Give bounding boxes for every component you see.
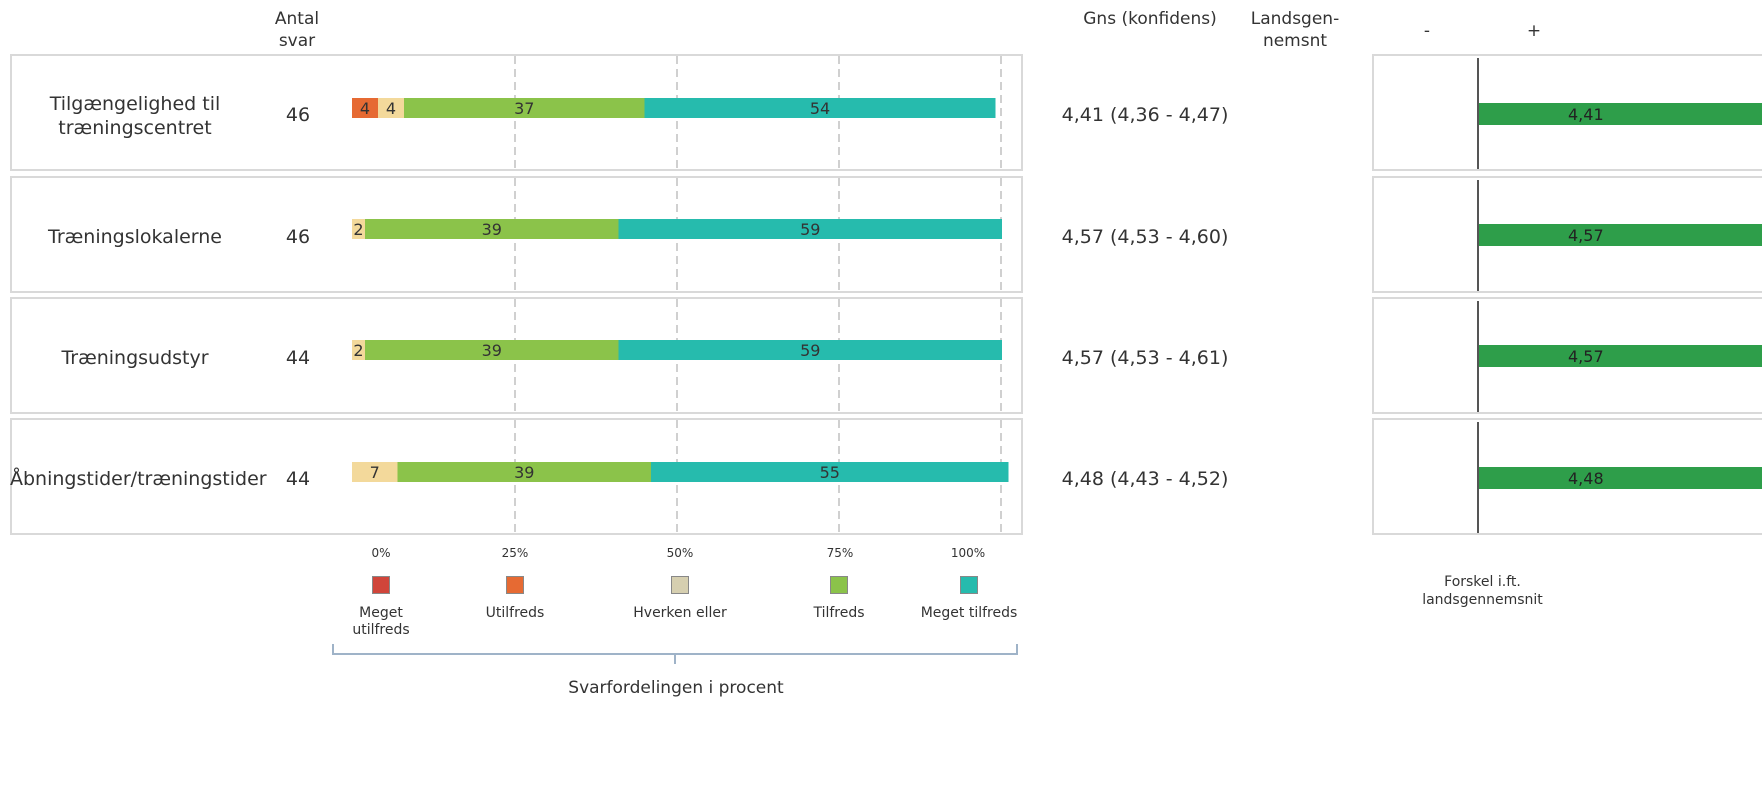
legend-label: Utilfreds — [485, 605, 545, 621]
bar-value-label: 59 — [800, 220, 820, 239]
legend-swatch-hverken-eller — [671, 576, 689, 594]
row-label-line: Tilgængelighed til — [49, 93, 221, 115]
bar-value-label: 54 — [810, 99, 830, 118]
row-label-line: Åbningstider/træningstider — [10, 468, 267, 490]
row-label: Træningsudstyr — [10, 346, 260, 370]
legend-swatch-utilfreds — [506, 576, 524, 594]
bar-value-label: 2 — [353, 341, 363, 360]
bar-value-label: 39 — [482, 341, 502, 360]
row-label: Åbningstider/træningstider — [10, 467, 267, 491]
row-label: Træningslokalerne — [10, 225, 260, 249]
legend-label-line: Meget — [359, 605, 403, 621]
row-mean-ci: 4,41 (4,36 - 4,47) — [1061, 104, 1229, 126]
diff-bar — [1479, 103, 1762, 125]
diff-bar-label: 4,57 — [1568, 347, 1604, 366]
x-tick-label: 0% — [371, 546, 391, 560]
legend-label: Hverken eller — [633, 605, 727, 621]
bar-segment — [352, 340, 365, 360]
legend-label: Tilfreds — [813, 605, 865, 621]
legend-label: Meget utilfreds — [326, 605, 436, 639]
bar-value-label: 4 — [360, 99, 370, 118]
bar-segment — [365, 340, 619, 360]
legend-swatch-meget-tilfreds — [960, 576, 978, 594]
diff-caption-line: Forskel i.ft. — [1444, 574, 1521, 590]
bar-value-label: 55 — [820, 463, 840, 482]
diff-caption: Forskel i.ft. landsgennemsnit — [1400, 573, 1565, 609]
row-label-line: træningscentret — [58, 117, 212, 139]
row-count: 46 — [285, 104, 311, 126]
bar-segment — [404, 98, 645, 118]
header-minus: - — [1423, 21, 1431, 41]
row-count: 44 — [285, 468, 311, 490]
header-plus: + — [1526, 21, 1542, 41]
bar-segment — [352, 462, 398, 482]
header-lands-2: nemsnt — [1262, 31, 1328, 51]
x-tick-label: 25% — [501, 546, 529, 560]
bar-segment — [378, 98, 404, 118]
bar-segment — [352, 219, 365, 239]
diff-bar — [1479, 224, 1762, 246]
bar-value-label: 59 — [800, 341, 820, 360]
header-gns: Gns (konfidens) — [1083, 9, 1217, 29]
x-tick-label: 50% — [666, 546, 694, 560]
axis-bracket — [332, 644, 1018, 664]
diff-bar-label: 4,57 — [1568, 226, 1604, 245]
bar-value-label: 2 — [353, 220, 363, 239]
legend-label-line: utilfreds — [352, 622, 410, 638]
row-count: 44 — [285, 347, 311, 369]
stacked-bar-chart: 4 4 37 54 2 39 59 2 39 59 7 39 55 — [352, 56, 1009, 533]
header-landsgennemsnit: Landsgen- nemsnt — [1240, 8, 1350, 52]
bar-segment — [397, 462, 651, 482]
diff-bar — [1479, 467, 1762, 489]
diff-bar-label: 4,41 — [1568, 105, 1604, 124]
row-mean-ci: 4,57 (4,53 - 4,61) — [1061, 347, 1229, 369]
diff-bar — [1479, 345, 1762, 367]
bar-value-label: 37 — [514, 99, 534, 118]
bar-segment — [352, 98, 378, 118]
bar-value-label: 39 — [482, 220, 502, 239]
row-mean-ci: 4,57 (4,53 - 4,60) — [1061, 226, 1229, 248]
bar-value-label: 4 — [386, 99, 396, 118]
header-antal: Antal — [274, 9, 320, 29]
bar-segment — [618, 340, 1002, 360]
bar-segment — [618, 219, 1002, 239]
axis-caption: Svarfordelingen i procent — [568, 678, 784, 698]
header-antal-svar: Antal svar — [262, 8, 332, 52]
difference-chart: 4,41 4,57 4,57 4,48 — [1477, 58, 1762, 533]
header-svar: svar — [278, 31, 316, 51]
bar-value-label: 39 — [514, 463, 534, 482]
legend-label: Meget tilfreds — [920, 605, 1018, 621]
bar-segment — [644, 98, 996, 118]
row-mean-ci: 4,48 (4,43 - 4,52) — [1061, 468, 1229, 490]
legend-swatch-tilfreds — [830, 576, 848, 594]
row-label-line: Træningslokalerne — [48, 226, 222, 248]
bar-segment — [651, 462, 1009, 482]
row-label-line: Træningsudstyr — [61, 347, 209, 369]
diff-caption-line: landsgennemsnit — [1422, 592, 1543, 608]
header-lands-1: Landsgen- — [1250, 9, 1340, 29]
x-tick-label: 100% — [950, 546, 986, 560]
row-count: 46 — [285, 226, 311, 248]
diff-bar-label: 4,48 — [1568, 469, 1604, 488]
x-tick-label: 75% — [826, 546, 854, 560]
row-label: Tilgængelighed til træningscentret — [10, 92, 260, 140]
bar-segment — [365, 219, 619, 239]
bar-value-label: 7 — [370, 463, 380, 482]
legend-swatch-meget-utilfreds — [372, 576, 390, 594]
